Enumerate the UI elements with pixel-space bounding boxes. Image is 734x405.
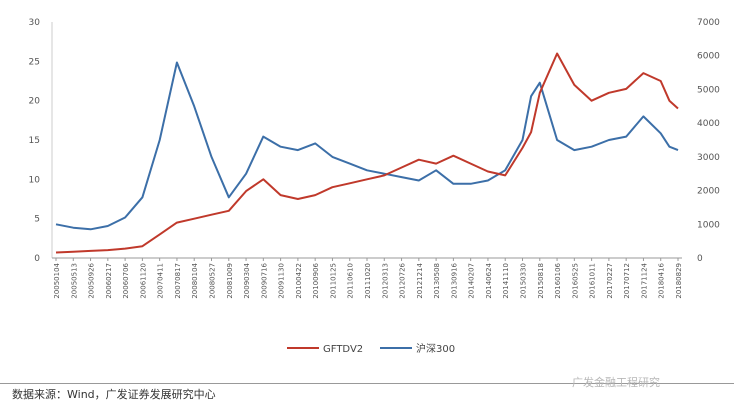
x-tick-label: 20160106: [554, 262, 562, 298]
right-y-axis: 0 1000 2000 3000 4000 5000 6000 7000: [697, 18, 720, 264]
x-tick-label: 20161011: [589, 263, 597, 299]
x-tick-label: 20090716: [260, 262, 268, 298]
x-tick-label: 20160525: [571, 263, 579, 299]
x-tick-label: 20070817: [174, 263, 182, 299]
right-tick-label: 5000: [697, 85, 720, 95]
left-tick-label: 15: [29, 136, 40, 146]
left-tick-label: 0: [34, 254, 40, 264]
watermark: 广发金融工程研究: [572, 376, 660, 389]
left-tick-label: 25: [29, 57, 40, 67]
right-tick-label: 4000: [697, 119, 720, 129]
gftdv2-line: [55, 52, 679, 254]
x-tick-label: 20140624: [485, 262, 493, 298]
x-tick-label: 20060217: [105, 263, 113, 299]
x-tick-label: 20090304: [243, 262, 251, 298]
legend: GFTDV2 沪深300: [287, 342, 455, 355]
x-tick-label: 20111020: [364, 263, 372, 299]
x-tick-label: 20120726: [399, 262, 407, 298]
x-tick-label: 20120313: [381, 263, 389, 299]
x-tick-label: 20050926: [88, 262, 96, 298]
x-tick-label: 20170227: [606, 263, 614, 299]
x-tick-label: 20080104: [191, 262, 199, 298]
left-tick-label: 10: [29, 175, 41, 185]
x-tick-label: 20150818: [537, 263, 545, 299]
right-tick-label: 6000: [697, 52, 720, 62]
right-tick-label: 0: [697, 254, 703, 264]
x-tick-label: 20121214: [416, 262, 424, 298]
x-tick-label: 20110125: [329, 263, 337, 299]
x-tick-label: 20180829: [675, 263, 683, 299]
x-tick-label: 20140207: [468, 263, 476, 299]
left-y-axis: 0 5 10 15 20 25 30: [29, 18, 41, 264]
x-tick-label: 20130916: [450, 262, 458, 298]
left-tick-label: 5: [34, 215, 40, 225]
x-tick-label: 20081009: [226, 263, 234, 299]
x-tick-label: 20050104: [53, 262, 61, 298]
legend-label-gftdv2: GFTDV2: [323, 344, 363, 355]
x-tick-label: 20091130: [278, 263, 286, 299]
x-tick-label: 20170712: [623, 263, 631, 299]
hs300-line: [55, 61, 679, 231]
right-tick-label: 7000: [697, 18, 720, 28]
x-tick-label: 20070411: [157, 263, 165, 299]
x-tick-label: 20060706: [122, 262, 130, 298]
right-tick-label: 1000: [697, 220, 720, 230]
x-tick-label: 20050513: [70, 263, 78, 299]
right-tick-label: 3000: [697, 153, 720, 163]
source-note: 数据来源：Wind，广发证券发展研究中心: [12, 388, 216, 401]
x-tick-label: 20130508: [433, 263, 441, 299]
x-tick-label: 20061120: [139, 263, 147, 299]
left-tick-label: 30: [29, 18, 41, 28]
x-axis: 20050104 20050513 20050926 20060217 20060706…: [53, 258, 683, 299]
right-tick-label: 2000: [697, 187, 720, 197]
x-tick-label: 20180416: [658, 262, 666, 298]
x-tick-label: 20171124: [640, 262, 648, 298]
x-tick-label: 20080527: [209, 263, 217, 299]
x-tick-label: 20100422: [295, 263, 303, 299]
legend-label-hs300: 沪深300: [416, 342, 455, 355]
x-tick-label: 20141110: [502, 263, 510, 299]
left-tick-label: 20: [29, 97, 41, 107]
footer-divider: [0, 383, 734, 384]
x-tick-label: 20150330: [520, 263, 528, 299]
x-tick-label: 20100906: [312, 262, 320, 298]
x-tick-label: 20110610: [347, 263, 355, 299]
